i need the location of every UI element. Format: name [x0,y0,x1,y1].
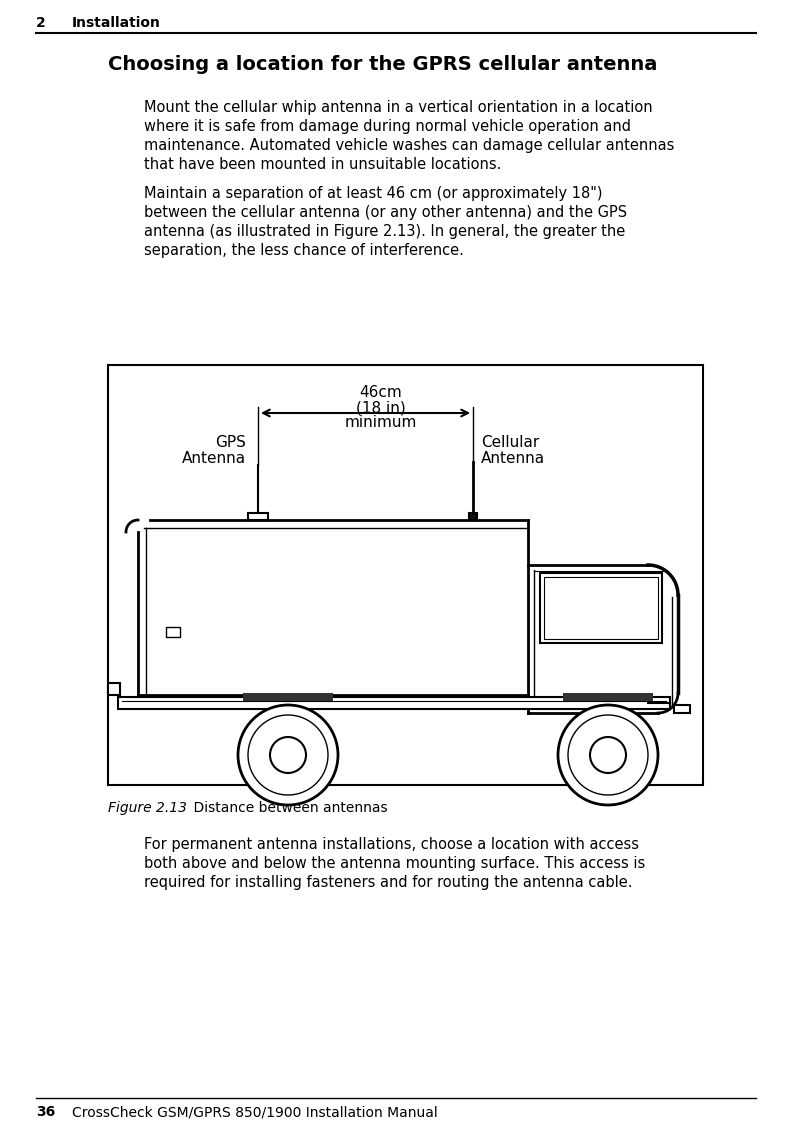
Text: Installation: Installation [72,16,161,30]
Text: Mount the cellular whip antenna in a vertical orientation in a location: Mount the cellular whip antenna in a ver… [144,100,653,114]
Text: CrossCheck GSM/GPRS 850/1900 Installation Manual: CrossCheck GSM/GPRS 850/1900 Installatio… [72,1105,438,1119]
Text: Distance between antennas: Distance between antennas [176,801,387,815]
Circle shape [558,705,658,804]
Bar [243,693,333,701]
Circle shape [590,737,626,773]
Text: that have been mounted in unsuitable locations.: that have been mounted in unsuitable loc… [144,157,501,172]
Text: where it is safe from damage during normal vehicle operation and: where it is safe from damage during norm… [144,119,631,134]
Text: required for installing fasteners and for routing the antenna cable.: required for installing fasteners and fo… [144,875,633,890]
Text: minimum: minimum [345,415,417,430]
Text: GPS: GPS [215,435,246,450]
Text: Maintain a separation of at least 46 cm (or approximately 18"): Maintain a separation of at least 46 cm … [144,186,603,201]
Text: Antenna: Antenna [182,451,246,466]
Text: 46cm: 46cm [359,385,402,401]
Circle shape [248,715,328,795]
Text: Choosing a location for the GPRS cellular antenna: Choosing a location for the GPRS cellula… [108,55,657,74]
Text: For permanent antenna installations, choose a location with access: For permanent antenna installations, cho… [144,837,639,852]
Bar [108,365,703,785]
Text: Cellular: Cellular [481,435,539,450]
Text: maintenance. Automated vehicle washes can damage cellular antennas: maintenance. Automated vehicle washes ca… [144,138,674,153]
Circle shape [568,715,648,795]
Bar [674,705,690,712]
Circle shape [270,737,306,773]
Bar [166,627,180,637]
Text: both above and below the antenna mounting surface. This access is: both above and below the antenna mountin… [144,856,645,871]
Bar [469,513,477,519]
Text: (18 in): (18 in) [356,401,406,415]
Bar [248,513,268,519]
Text: Antenna: Antenna [481,451,545,466]
Circle shape [238,705,338,804]
Bar [108,683,120,695]
Bar [563,693,653,701]
Text: between the cellular antenna (or any other antenna) and the GPS: between the cellular antenna (or any oth… [144,205,627,220]
Text: 36: 36 [36,1105,55,1119]
Bar [118,697,670,709]
Bar [544,577,658,640]
Text: separation, the less chance of interference.: separation, the less chance of interfere… [144,243,464,258]
Text: 2: 2 [36,16,46,30]
Bar [540,573,662,643]
Text: antenna (as illustrated in Figure 2.13). In general, the greater the: antenna (as illustrated in Figure 2.13).… [144,224,625,239]
Text: Figure 2.13: Figure 2.13 [108,801,187,815]
